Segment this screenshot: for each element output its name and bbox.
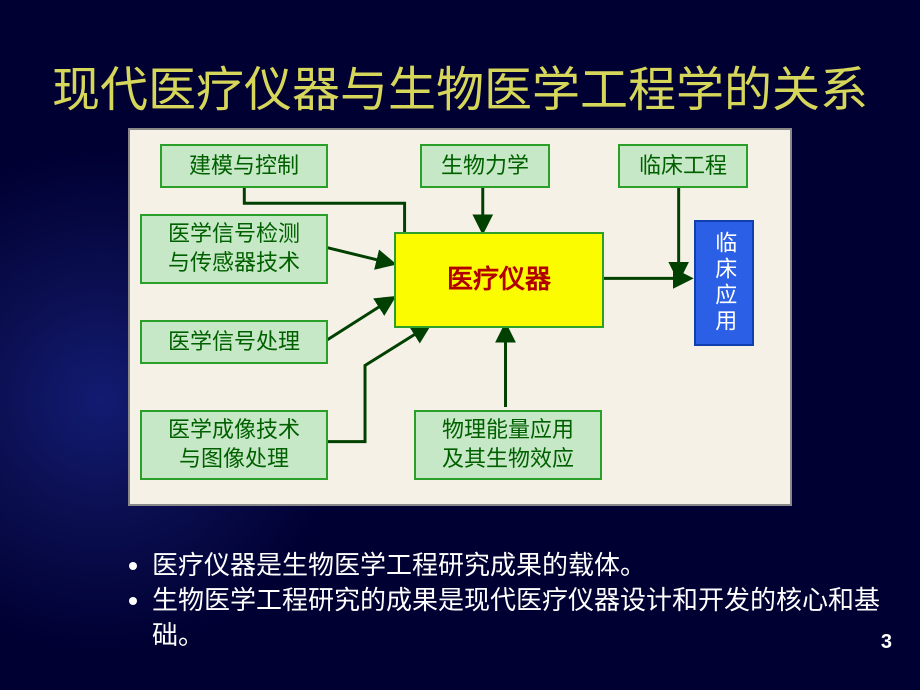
page-number: 3 xyxy=(881,631,892,654)
node-center: 医疗仪器 xyxy=(394,232,604,328)
node-clinapp: 临床应用 xyxy=(694,220,754,346)
bullet-list: 医疗仪器是生物医学工程研究成果的载体。生物医学工程研究的成果是现代医疗仪器设计和… xyxy=(128,548,920,653)
node-biomech: 生物力学 xyxy=(420,144,550,188)
node-modeling: 建模与控制 xyxy=(160,144,328,188)
slide-title: 现代医疗仪器与生物医学工程学的关系 xyxy=(0,50,920,120)
bullet-0: 医疗仪器是生物医学工程研究成果的载体。 xyxy=(152,548,920,583)
node-sensor: 医学信号检测与传感器技术 xyxy=(140,214,328,284)
node-imaging: 医学成像技术与图像处理 xyxy=(140,410,328,480)
bullet-1: 生物医学工程研究的成果是现代医疗仪器设计和开发的核心和基础。 xyxy=(152,583,920,653)
node-sigproc: 医学信号处理 xyxy=(140,320,328,364)
node-clineng: 临床工程 xyxy=(618,144,748,188)
node-physics: 物理能量应用及其生物效应 xyxy=(414,410,602,480)
relationship-diagram: 建模与控制 生物力学 临床工程医学信号检测与传感器技术医学信号处理医学成像技术与图像… xyxy=(128,128,792,506)
